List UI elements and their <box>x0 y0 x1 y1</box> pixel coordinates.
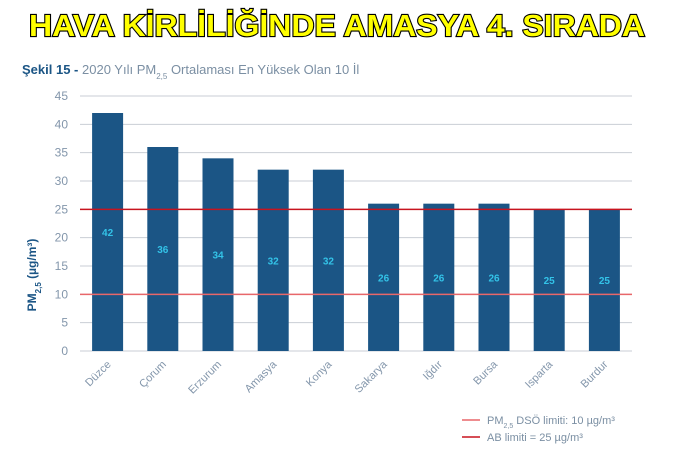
subtitle-lead: Şekil 15 - <box>22 62 78 77</box>
y-tick-label: 40 <box>55 117 69 131</box>
value-label: 26 <box>378 273 390 284</box>
y-tick-label: 30 <box>55 174 69 188</box>
x-tick-label: Bursa <box>471 358 500 387</box>
bar <box>533 209 565 351</box>
y-tick-label: 5 <box>61 316 68 330</box>
x-tick-label: Amasya <box>243 358 280 395</box>
bar <box>312 169 344 351</box>
chart-title: HAVA KİRLİLİĞİNDE AMASYA 4. SIRADA <box>29 8 645 43</box>
x-tick-label: Sakarya <box>353 358 391 396</box>
bar <box>478 203 510 351</box>
y-tick-label: 0 <box>61 344 68 358</box>
y-tick-label: 10 <box>55 287 69 301</box>
legend-sub: 2,5 <box>504 423 514 430</box>
y-tick-label: 25 <box>55 202 69 216</box>
value-label: 36 <box>157 245 169 256</box>
value-label: 25 <box>544 276 556 287</box>
chart-subtitle: Şekil 15 - 2020 Yılı PM2,5 Ortalaması En… <box>22 62 359 81</box>
y-tick-label: 15 <box>55 259 69 273</box>
legend-rest: DSÖ limiti: 10 µg/m³ <box>513 415 615 427</box>
value-label: 42 <box>102 228 114 239</box>
value-label: 26 <box>488 273 500 284</box>
bar <box>257 169 289 351</box>
y-tick-label: 20 <box>55 231 69 245</box>
value-label: 25 <box>599 276 611 287</box>
legend-label: AB limiti = 25 µg/m³ <box>487 432 583 444</box>
y-label-sub: 2,5 <box>34 282 43 294</box>
bar <box>92 113 124 351</box>
value-label: 32 <box>323 256 335 267</box>
legend-main: AB limiti = 25 µg/m³ <box>487 432 583 444</box>
x-tick-label: Iğdır <box>421 358 445 382</box>
bar <box>368 203 400 351</box>
subtitle-sub: 2,5 <box>156 72 168 81</box>
y-tick-label: 45 <box>55 89 69 103</box>
value-label: 32 <box>268 256 280 267</box>
value-label: 34 <box>212 251 224 262</box>
y-axis-label: PM2,5 (µg/m³) <box>25 239 43 312</box>
legend-label: PM2,5 DSÖ limiti: 10 µg/m³ <box>487 415 615 430</box>
subtitle-rest: Ortalaması En Yüksek Olan 10 İl <box>167 62 359 77</box>
legend-main: PM <box>487 415 504 427</box>
value-label: 26 <box>433 273 445 284</box>
x-tick-label: Çorum <box>137 359 169 391</box>
bar <box>202 158 234 351</box>
y-tick-label: 35 <box>55 146 69 160</box>
bar <box>423 203 455 351</box>
bar <box>147 147 179 351</box>
y-label-unit: (µg/m³) <box>25 239 39 283</box>
x-tick-label: Burdur <box>579 358 611 390</box>
x-tick-label: Düzce <box>83 359 114 390</box>
subtitle-text: 2020 Yılı PM <box>82 62 156 77</box>
bar <box>588 209 620 351</box>
x-tick-label: Isparta <box>523 358 556 391</box>
y-label-main: PM <box>25 293 39 311</box>
x-tick-label: Erzurum <box>186 359 224 397</box>
x-tick-label: Konya <box>304 358 335 389</box>
